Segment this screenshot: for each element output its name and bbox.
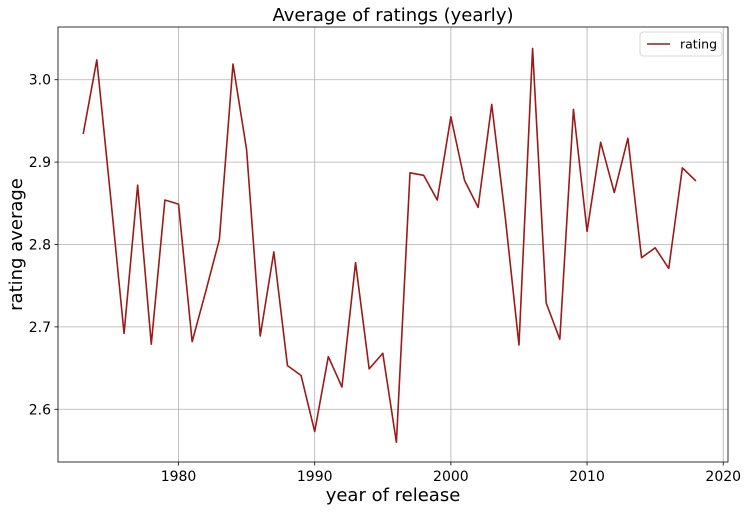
y-axis: 2.6 2.7 2.8 2.9 3.0: [29, 73, 58, 418]
legend: rating: [639, 31, 723, 57]
y-tick-label: 2.6: [29, 402, 51, 418]
x-axis-label: year of release: [326, 485, 461, 506]
series-line-rating: [82, 47, 697, 444]
legend-label: rating: [680, 37, 717, 52]
y-tick-label: 2.7: [29, 320, 51, 336]
legend-box: [639, 31, 723, 57]
chart-title: Average of ratings (yearly): [273, 5, 514, 26]
x-axis: 1980 1990 2000 2010 2020: [161, 462, 741, 485]
grid: [58, 27, 728, 462]
y-axis-label: rating average: [6, 178, 27, 311]
y-tick-label: 3.0: [29, 73, 51, 89]
y-tick-label: 2.8: [29, 238, 51, 254]
line-layer: [82, 47, 697, 444]
x-tick-label: 1980: [161, 469, 197, 485]
y-tick-label: 2.9: [29, 155, 51, 171]
x-tick-label: 2010: [569, 469, 605, 485]
x-tick-label: 1990: [297, 469, 333, 485]
x-tick-label: 2020: [705, 469, 741, 485]
x-tick-label: 2000: [433, 469, 469, 485]
